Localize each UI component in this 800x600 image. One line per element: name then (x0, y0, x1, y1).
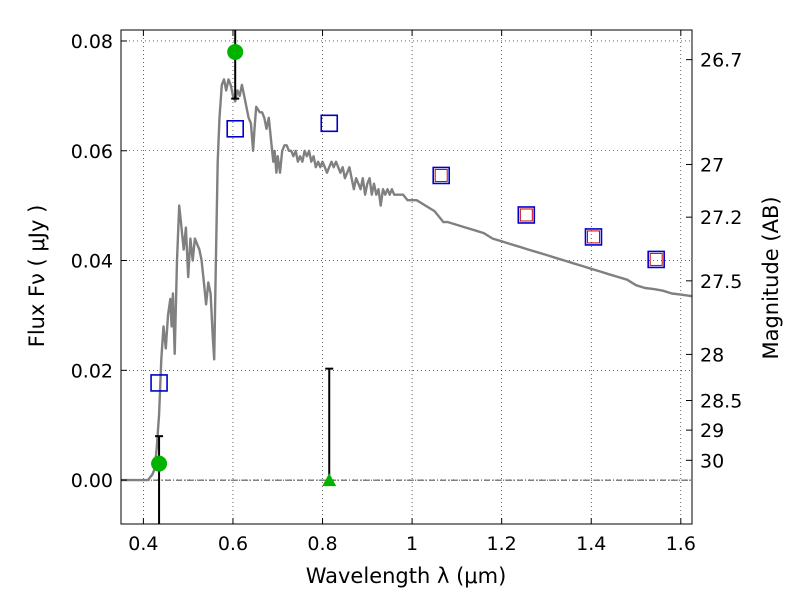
x-tick-label: 0.8 (307, 533, 337, 555)
magnitude-tick-label: 28.5 (700, 391, 742, 413)
magnitude-tick-label: 27.5 (700, 271, 742, 293)
y-tick-label: 0.00 (71, 470, 113, 492)
magnitude-tick-label: 30 (700, 450, 724, 472)
grid (121, 30, 692, 524)
detection-series (151, 43, 244, 472)
red-square-marker (649, 252, 663, 266)
y-tick-label: 0.08 (71, 31, 113, 53)
y-tick-label: 0.04 (71, 251, 113, 273)
red-square-marker (434, 168, 448, 182)
blue-square-marker (320, 114, 339, 133)
blue-photometry-series (150, 114, 665, 392)
y-axis-label: Flux Fν ( μJy ) (25, 205, 49, 348)
x-tick-label: 0.4 (128, 533, 158, 555)
detection-marker (227, 43, 244, 60)
blue-square-marker (647, 250, 665, 269)
upper-limit-series (322, 473, 337, 487)
error-bars (155, 30, 334, 524)
ticks (121, 30, 692, 524)
red-square-marker (519, 208, 533, 222)
x-tick-label: 1.6 (666, 533, 696, 555)
blue-square-marker (584, 228, 603, 246)
red-square-marker (586, 230, 600, 244)
x-axis-label: Wavelength λ (μm) (306, 564, 507, 588)
x-tick-label: 1.4 (576, 533, 606, 555)
y-tick-label: 0.02 (71, 360, 113, 382)
plot-frame (120, 29, 693, 525)
x-tick-labels: 0.4 0.6 0.8 1 1.2 1.4 1.6 (128, 533, 696, 555)
right-axis-label: Magnitude (AB) (759, 196, 783, 359)
blue-square-marker (226, 120, 244, 138)
y-tick-labels: 0.00 0.02 0.04 0.06 0.08 (71, 31, 113, 492)
blue-square-marker (517, 206, 536, 224)
model-sed-series (121, 78, 693, 482)
upper-limit-marker (322, 473, 337, 487)
magnitude-tick-label: 27.2 (700, 207, 742, 229)
x-tick-label: 0.6 (218, 533, 248, 555)
magnitude-tick-label: 27 (700, 154, 724, 176)
y-tick-label: 0.06 (71, 141, 113, 163)
blue-square-marker (432, 166, 451, 185)
x-tick-label: 1 (406, 533, 418, 555)
magnitude-tick-label: 26.7 (700, 50, 742, 72)
detection-marker (151, 455, 168, 472)
x-tick-label: 1.2 (487, 533, 517, 555)
magnitude-tick-label: 29 (700, 420, 724, 442)
blue-square-marker (150, 374, 168, 392)
magnitude-tick-label: 28 (700, 344, 724, 366)
magnitude-tick-labels: 26.7 27 27.2 27.5 28 28.5 29 30 (700, 50, 742, 473)
red-photometry-series (434, 168, 663, 266)
model-sed-line (121, 78, 693, 482)
